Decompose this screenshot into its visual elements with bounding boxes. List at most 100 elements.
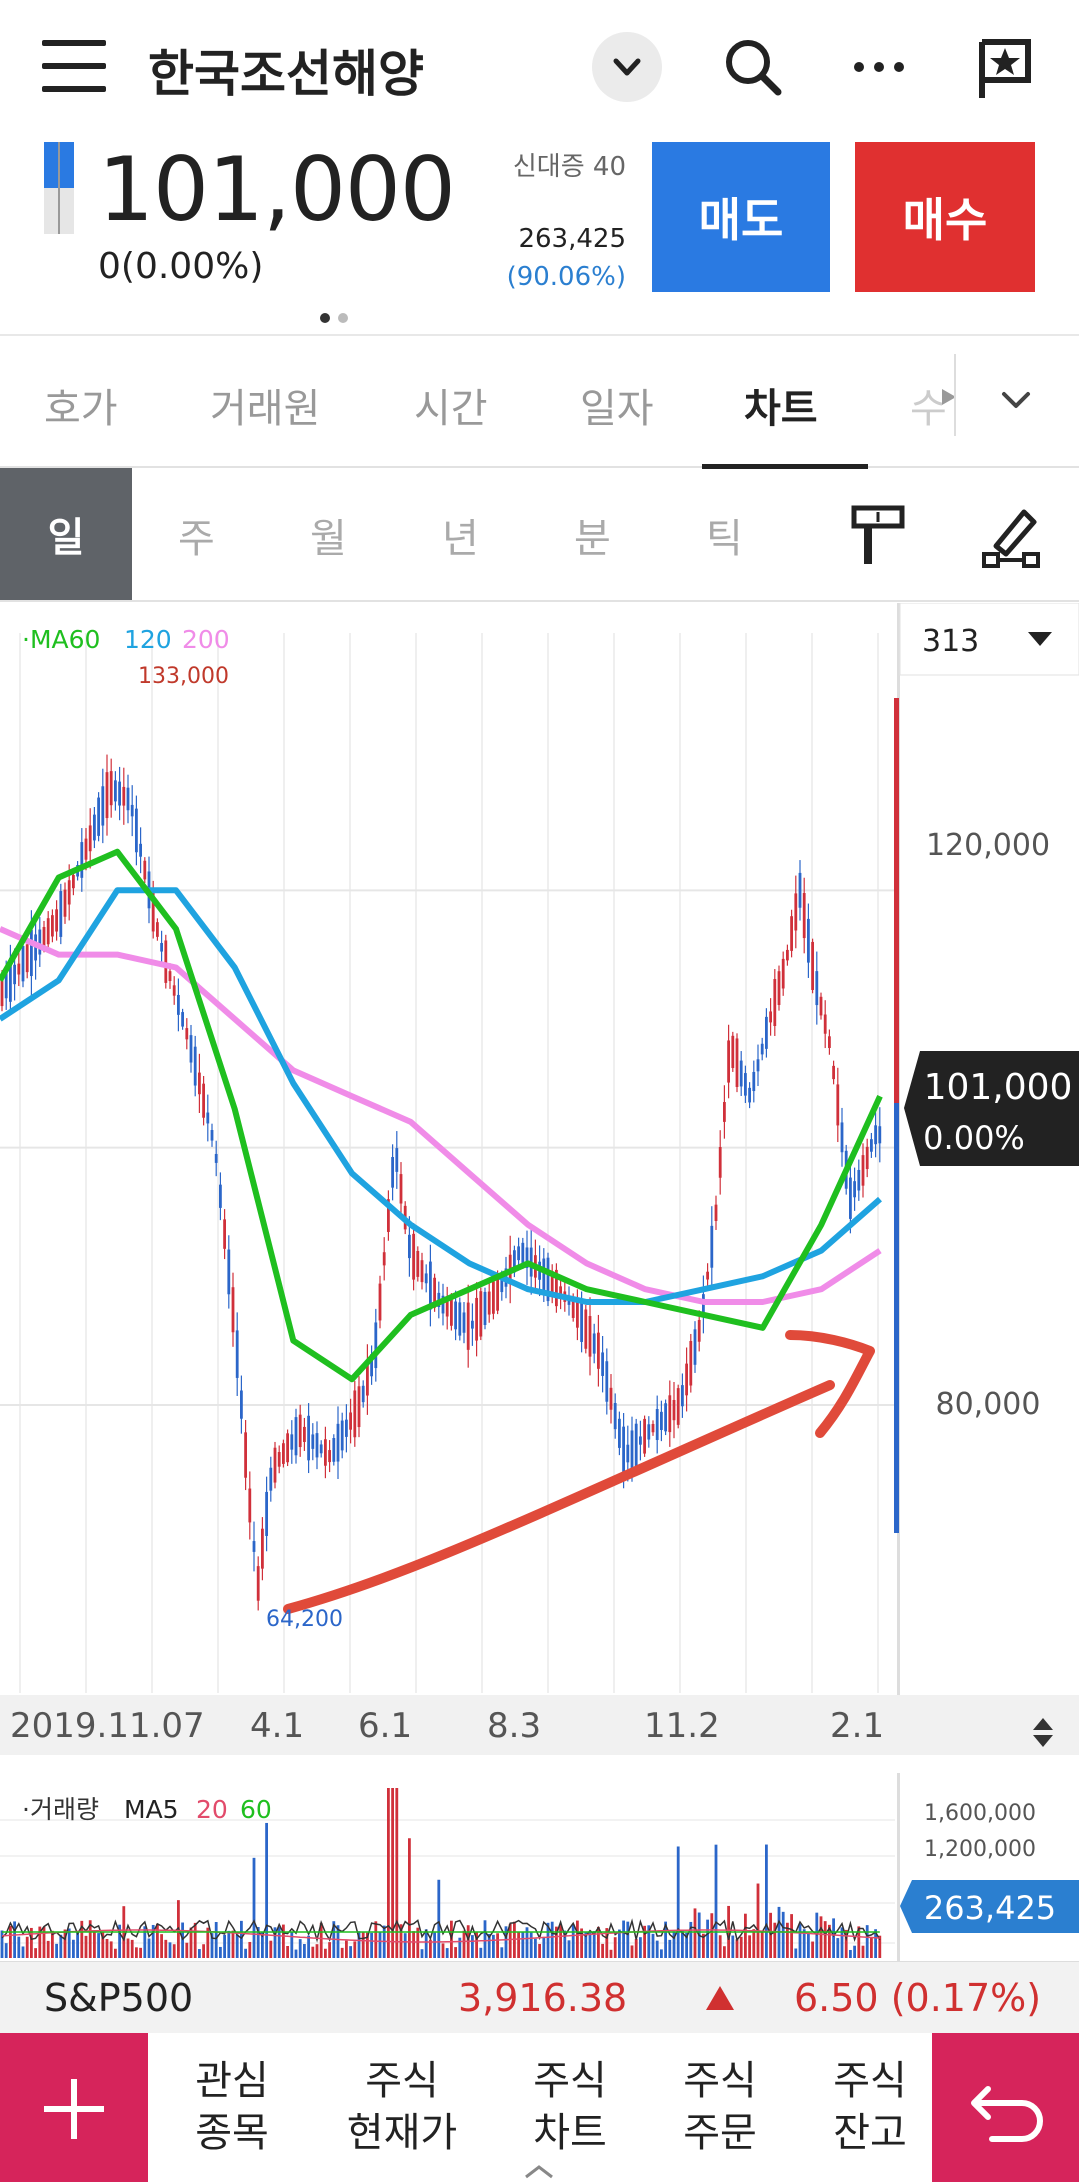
- more-icon[interactable]: [844, 34, 914, 104]
- candle-body: [546, 1257, 550, 1302]
- candle-body: [189, 1035, 193, 1063]
- nav-stock-price-line1: 주식: [365, 2058, 439, 2104]
- nav-stock-order-line1: 주식: [683, 2058, 757, 2104]
- volume-bar: [202, 1944, 205, 1958]
- volume-bar: [135, 1947, 138, 1958]
- indicator-settings-icon[interactable]: [848, 504, 908, 572]
- search-icon[interactable]: [718, 34, 788, 104]
- nav-watchlist[interactable]: 관심 종목: [162, 2055, 302, 2159]
- volume-bar: [437, 1879, 441, 1958]
- tabs-expand-icon[interactable]: [996, 380, 1036, 424]
- candle-body: [626, 1444, 630, 1463]
- volume-bar: [483, 1920, 487, 1958]
- drawing-tool-icon[interactable]: [982, 502, 1042, 572]
- candle-body: [605, 1361, 609, 1402]
- credit-label: 신대증 40: [512, 152, 626, 182]
- candle-body: [760, 1043, 764, 1055]
- candle-body: [878, 1126, 882, 1144]
- volume-bar: [72, 1939, 75, 1958]
- flag-star-icon[interactable]: [970, 34, 1040, 104]
- y-tick-120000: 120,000: [926, 828, 1050, 863]
- candle-body: [223, 1219, 226, 1249]
- candle-body: [836, 1084, 840, 1126]
- volume-legend-60: 60: [240, 1795, 272, 1824]
- volume-bar: [240, 1920, 243, 1958]
- volume-bar: [286, 1945, 289, 1958]
- tab-divider: [954, 354, 956, 436]
- index-ticker[interactable]: S&P500 3,916.38 6.50 (0.17%): [0, 1961, 1079, 2033]
- high-label: 133,000: [138, 664, 229, 689]
- top-app-bar: 한국조선해양: [0, 0, 1079, 130]
- volume-bar: [592, 1931, 596, 1958]
- candle-body: [17, 963, 21, 975]
- tab-order-book[interactable]: 호가: [44, 386, 118, 432]
- candle-body: [9, 957, 12, 1002]
- chevron-down-icon[interactable]: [592, 32, 662, 102]
- stock-title[interactable]: 한국조선해양: [148, 45, 424, 103]
- nav-stock-chart-line1: 주식: [533, 2058, 607, 2104]
- volume-bar: [781, 1911, 785, 1958]
- volume-bar: [433, 1932, 436, 1958]
- candle-body: [706, 1271, 709, 1280]
- period-month[interactable]: 월: [310, 516, 347, 562]
- volume-tick-2: 1,200,000: [924, 1837, 1036, 1862]
- index-name: S&P500: [44, 1976, 194, 2020]
- candle-body: [685, 1363, 688, 1396]
- candle-body: [181, 1012, 184, 1027]
- candle-body: [55, 909, 58, 932]
- legend-ma60: ·MA60: [22, 625, 100, 654]
- nav-stock-balance[interactable]: 주식 잔고: [800, 2055, 940, 2159]
- volume-bar: [214, 1921, 218, 1958]
- period-tick[interactable]: 틱: [706, 516, 743, 562]
- volume-bar: [88, 1920, 92, 1958]
- candle-body: [790, 916, 793, 951]
- add-menu-button[interactable]: [0, 2033, 148, 2182]
- nav-stock-chart[interactable]: 주식 차트: [500, 2055, 640, 2159]
- tab-brokers[interactable]: 거래원: [210, 386, 321, 432]
- volume-bar: [273, 1927, 277, 1958]
- candle-body: [13, 964, 16, 985]
- volume-bar: [307, 1935, 310, 1958]
- candle-body: [601, 1352, 604, 1376]
- candle-body: [366, 1363, 369, 1396]
- candle-body: [802, 893, 806, 939]
- buy-button[interactable]: 매수: [855, 142, 1035, 292]
- back-button[interactable]: [932, 2033, 1079, 2182]
- stock-chart[interactable]: ·MA60 120 200 133,000 64,200 120,000 80,…: [0, 602, 1079, 1961]
- volume-bar: [853, 1945, 856, 1958]
- volume-bar: [126, 1938, 130, 1958]
- candle-body: [168, 971, 172, 982]
- nav-stock-balance-line2: 잔고: [833, 2110, 907, 2156]
- period-day[interactable]: 일: [0, 468, 132, 600]
- menu-icon[interactable]: [42, 40, 106, 92]
- tab-daily[interactable]: 일자: [580, 386, 654, 432]
- nav-stock-price[interactable]: 주식 현재가: [332, 2055, 472, 2159]
- volume-bar: [550, 1921, 554, 1958]
- period-year[interactable]: 년: [442, 516, 479, 562]
- volume-bar: [454, 1947, 457, 1958]
- nav-stock-order[interactable]: 주식 주문: [650, 2055, 790, 2159]
- volume-bar: [46, 1940, 50, 1958]
- period-minute[interactable]: 분: [574, 516, 611, 562]
- volume-bar: [702, 1933, 705, 1958]
- candle-body: [340, 1420, 344, 1451]
- volume-bar: [563, 1930, 567, 1958]
- volume-bar: [685, 1932, 688, 1958]
- volume-bar: [118, 1924, 121, 1958]
- volume-bar: [25, 1936, 29, 1958]
- volume-bar: [723, 1946, 726, 1958]
- period-week[interactable]: 주: [178, 516, 215, 562]
- volume-bar: [588, 1931, 592, 1958]
- candle-body: [756, 1059, 760, 1072]
- volume-bar: [193, 1922, 197, 1958]
- candle-body: [832, 1065, 835, 1080]
- candle-body: [807, 918, 810, 963]
- candle-body: [231, 1287, 235, 1333]
- sell-button[interactable]: 매도: [652, 142, 830, 292]
- tab-time[interactable]: 시간: [414, 386, 488, 432]
- tab-chart[interactable]: 차트: [744, 386, 818, 432]
- candle-body: [466, 1302, 470, 1350]
- volume-bar: [664, 1921, 667, 1958]
- volume-bar: [630, 1945, 634, 1958]
- tab-more[interactable]: 수: [910, 386, 947, 432]
